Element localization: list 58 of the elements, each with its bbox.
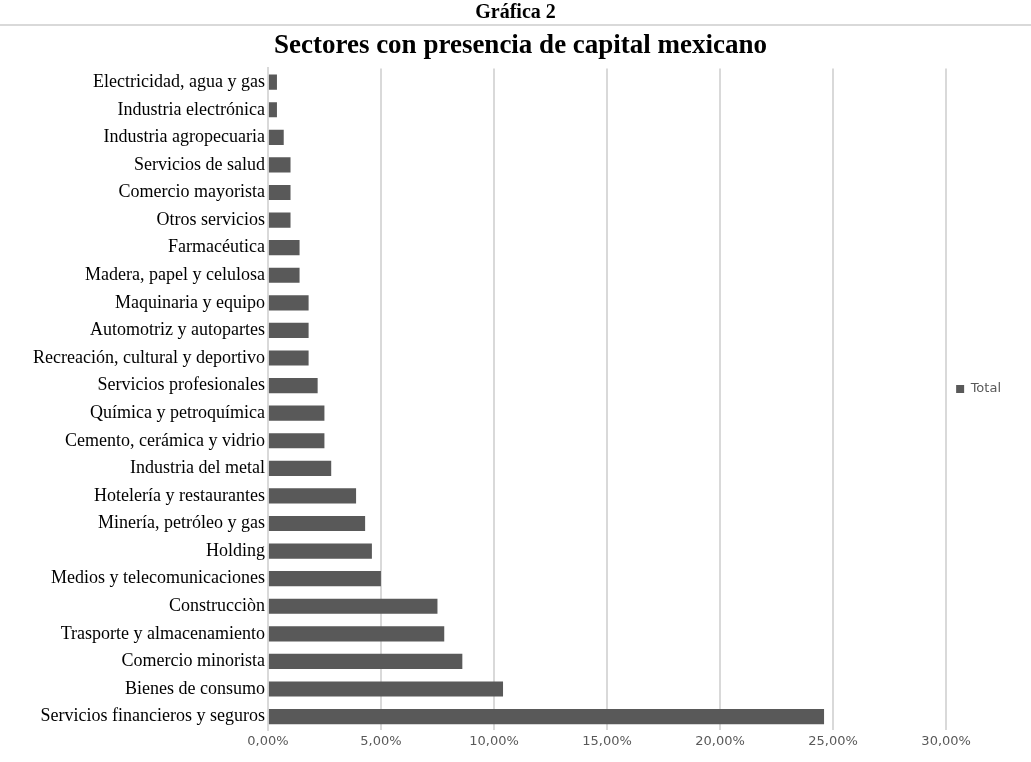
x-tick-label: 25,00% <box>808 732 858 748</box>
bar <box>268 515 366 532</box>
y-tick-label: Maquinaria y equipo <box>114 291 265 312</box>
bar <box>268 378 318 394</box>
y-tick-label: Bienes de consumo <box>124 677 265 698</box>
legend-label: Total <box>969 380 1002 396</box>
y-tick-label: Cemento, cerámica y vidrio <box>64 429 265 450</box>
bar <box>268 102 277 118</box>
y-tick-label: Industria agropecuaria <box>103 126 265 147</box>
bar <box>268 543 372 559</box>
y-tick-label: Holding <box>205 539 265 560</box>
chart-title: Sectores con presencia de capital mexicano <box>273 29 768 60</box>
bar <box>268 571 381 587</box>
y-tick-label: Industria electrónica <box>117 98 265 119</box>
bar <box>268 129 284 145</box>
y-tick-label: Electricidad, agua y gas <box>92 70 265 91</box>
y-tick-label: Química y petroquímica <box>89 401 265 422</box>
y-tick-label: Trasporte y almacenamiento <box>60 622 265 643</box>
text: Gráfica 2 <box>0 0 1031 26</box>
bar <box>268 433 325 449</box>
y-tick-label: Servicios profesionales <box>97 374 265 395</box>
y-tick-label: Automotriz y autopartes <box>89 319 265 340</box>
bar <box>268 212 291 228</box>
y-tick-label: Minería, petróleo y gas <box>97 512 265 533</box>
bar <box>268 709 825 725</box>
y-tick-label: Comercio minorista <box>121 650 265 671</box>
y-tick-label: Madera, papel y celulosa <box>84 264 265 285</box>
x-tick-label: 15,00% <box>582 732 632 748</box>
bar <box>268 350 309 366</box>
bar <box>268 295 309 311</box>
y-tick-label: Servicios de salud <box>133 153 265 174</box>
y-tick-label: Medios y telecomunicaciones <box>50 567 265 588</box>
x-tick-label: 20,00% <box>695 732 745 748</box>
y-tick-label: Servicios financieros y seguros <box>40 705 265 726</box>
bar <box>268 405 325 421</box>
bar <box>268 626 445 642</box>
bar <box>268 653 463 670</box>
bar <box>268 322 309 339</box>
y-tick-label: Farmacéutica <box>167 236 265 257</box>
x-tick-label: 30,00% <box>921 732 971 748</box>
bar <box>268 488 357 504</box>
bar <box>268 681 504 697</box>
bar <box>268 157 291 173</box>
bar <box>268 184 291 201</box>
y-tick-label: Recreación, cultural y deportivo <box>32 346 265 367</box>
bar <box>268 240 300 256</box>
bar <box>268 598 438 614</box>
y-tick-label: Hotelería y restaurantes <box>93 484 265 505</box>
y-tick-label: Otros servicios <box>156 208 265 229</box>
x-tick-label: 0,00% <box>247 732 289 748</box>
bar <box>268 74 277 90</box>
x-tick-label: 5,00% <box>360 732 402 748</box>
bar <box>268 460 332 476</box>
bar <box>268 267 300 283</box>
y-tick-label: Industria del metal <box>129 457 265 478</box>
x-tick-label: 10,00% <box>469 732 519 748</box>
y-tick-label: Comercio mayorista <box>118 181 265 202</box>
y-tick-label: Construcciòn <box>168 595 265 616</box>
